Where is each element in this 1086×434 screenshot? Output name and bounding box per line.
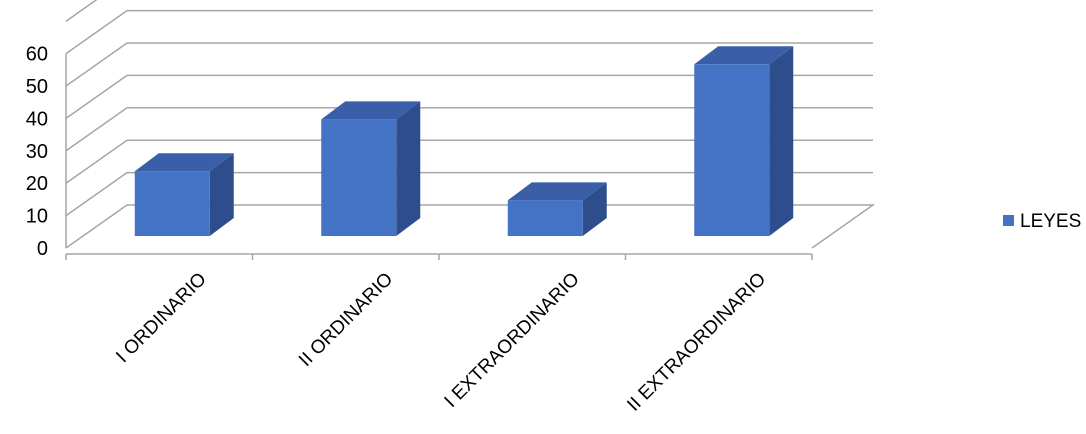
legend-swatch-leyes xyxy=(1003,215,1014,226)
bar-front xyxy=(507,200,583,236)
y-tick-label: 20 xyxy=(26,173,48,195)
bar-side xyxy=(396,101,421,236)
chart-axes xyxy=(65,53,876,260)
bar-side xyxy=(769,46,794,236)
gridline xyxy=(65,107,873,152)
bar xyxy=(134,153,234,236)
x-category-label: I EXTRAORDINARIO xyxy=(441,269,584,412)
bar xyxy=(694,46,794,236)
x-category-label: II EXTRAORDINARIO xyxy=(623,269,770,416)
chart-legend: LEYES xyxy=(1003,211,1081,232)
gridline xyxy=(65,42,873,87)
gridline xyxy=(65,139,873,184)
y-tick-label: 60 xyxy=(26,44,48,66)
chart-gridlines xyxy=(65,0,873,217)
x-category-label: II ORDINARIO xyxy=(295,269,397,371)
bar-top xyxy=(321,101,421,120)
bar-front xyxy=(321,119,397,236)
chart-floor xyxy=(65,204,876,249)
y-tick-label: 30 xyxy=(26,141,48,163)
y-tick-label: 10 xyxy=(26,206,48,228)
bar-front xyxy=(134,171,210,236)
bar-side xyxy=(582,182,607,236)
bar-front xyxy=(694,64,770,236)
gridline xyxy=(65,74,873,120)
bar-top xyxy=(694,46,794,65)
bar xyxy=(507,182,607,236)
bar-top xyxy=(134,153,234,172)
chart-bars xyxy=(134,46,794,236)
bar-side xyxy=(209,153,234,236)
gridline xyxy=(65,171,873,217)
y-tick-label: 50 xyxy=(26,76,48,98)
x-category-label: I ORDINARIO xyxy=(112,269,210,367)
legend-label-leyes: LEYES xyxy=(1020,211,1081,232)
y-tick-label: 0 xyxy=(37,238,48,260)
gridline xyxy=(65,9,873,55)
bar-top xyxy=(507,182,607,201)
y-tick-label: 40 xyxy=(26,108,48,130)
bar xyxy=(321,101,421,236)
gridline xyxy=(65,0,98,22)
